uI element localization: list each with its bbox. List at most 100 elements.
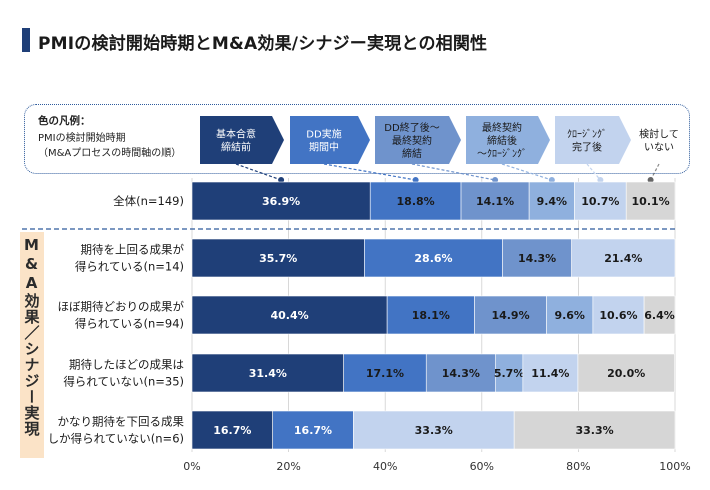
bar-segment (522, 353, 579, 393)
legend-step-4-text: 最終契約 (482, 121, 522, 134)
bar-segment (460, 181, 530, 221)
category-label: 得られていない(n=35) (63, 375, 184, 389)
bar-segment (513, 410, 676, 450)
bar-segment (571, 238, 676, 278)
data-label: 36.9% (262, 195, 300, 208)
category-label: しか得られていない(n=6) (48, 432, 184, 446)
legend-step-3-text: 締結 (402, 147, 422, 160)
legend-pointer-dot-1 (278, 177, 285, 183)
legend-box (24, 104, 690, 174)
category-label: ほぼ期待どおりの成果が (58, 300, 185, 314)
x-tick-label: 20% (276, 460, 300, 473)
bar-segment (191, 238, 365, 278)
category-label: 期待を上回る成果が (81, 243, 185, 257)
data-label: 14.3% (442, 367, 480, 380)
data-label: 17.1% (366, 367, 404, 380)
x-tick-label: 40% (373, 460, 397, 473)
x-tick-label: 100% (659, 460, 690, 473)
group-label: M&A効果／シナジー実現 (20, 232, 44, 458)
data-label: 33.3% (575, 424, 613, 437)
data-label: 10.1% (632, 195, 670, 208)
legend-pointer-5 (586, 163, 601, 181)
legend-pointer-dot-2 (412, 177, 419, 183)
category-label: 得られている(n=14) (75, 260, 184, 274)
data-label: 9.6% (554, 309, 585, 322)
x-tick-label: 80% (566, 460, 590, 473)
legend-step-3-text: 最終契約 (392, 134, 432, 147)
data-label: 28.6% (414, 252, 452, 265)
bar-segment (272, 410, 354, 450)
legend-step-2-text: 期間中 (309, 141, 339, 154)
legend-step-3 (375, 116, 461, 164)
data-label: 14.1% (476, 195, 514, 208)
legend-step-1 (200, 116, 284, 164)
category-label: 全体(n=149) (113, 194, 184, 208)
bar-segment (495, 353, 524, 393)
legend-step-5-text: ｸﾛｰｼﾞﾝｸﾞ (567, 129, 607, 141)
data-label: 14.9% (491, 309, 529, 322)
legend-step-5-text: 完了後 (572, 141, 602, 154)
title-accent-bar (22, 28, 30, 52)
category-label: 得られている(n=94) (75, 317, 184, 331)
data-label: 31.4% (249, 367, 287, 380)
bar-segment (386, 295, 475, 335)
bar-segment (577, 353, 675, 393)
legend-step-4 (466, 116, 550, 164)
legend-step-3-text: DD終了後～ (384, 121, 439, 134)
x-tick-label: 60% (470, 460, 494, 473)
data-label: 20.0% (607, 367, 645, 380)
legend-pointer-2 (323, 163, 416, 181)
data-label: 16.7% (294, 424, 332, 437)
data-label: 18.8% (397, 195, 435, 208)
legend-step-2 (290, 116, 370, 164)
legend-pointer-1 (235, 163, 282, 181)
bar-segment (592, 295, 645, 335)
data-label: 6.4% (644, 309, 675, 322)
legend-step-2-text: DD実施 (306, 128, 341, 141)
legend-pointer-dot-4 (548, 177, 555, 183)
legend-step-4-text: ～ｸﾛｰｼﾞﾝｸﾞ (477, 148, 527, 160)
data-label: 21.4% (604, 252, 642, 265)
bar-segment (191, 353, 344, 393)
data-label: 14.3% (518, 252, 556, 265)
legend-step-5 (555, 116, 631, 164)
legend-pointer-4 (501, 163, 553, 181)
group-label-text: M&A効果／シナジー実現 (22, 236, 41, 437)
data-label: 18.1% (412, 309, 450, 322)
legend-step-4-text: 締結後 (487, 134, 517, 147)
bar-segment (191, 295, 388, 335)
bar-segment (502, 238, 572, 278)
category-label: かなり期待を下回る成果 (58, 415, 185, 429)
legend-pointer-dot-5 (597, 177, 604, 183)
legend-title: 色の凡例： (38, 115, 91, 127)
bar-segment (369, 181, 462, 221)
data-label: 9.4% (537, 195, 568, 208)
data-label: 33.3% (415, 424, 453, 437)
legend-step-6-text: いない (644, 142, 674, 154)
legend-pointer-dot-3 (492, 177, 499, 183)
bar-segment (574, 181, 627, 221)
bar-segment (474, 295, 547, 335)
data-label: 35.7% (259, 252, 297, 265)
data-label: 40.4% (270, 309, 308, 322)
bar-segment (364, 238, 503, 278)
bar-segment (191, 181, 371, 221)
bar-segment (425, 353, 496, 393)
data-label: 16.7% (213, 424, 251, 437)
chart-title: PMIの検討開始時期とM&A効果/シナジー実現との相関性 (38, 34, 488, 54)
legend-step-1-text: 基本合意 (216, 128, 256, 141)
category-label: 期待したほどの成果は (69, 358, 184, 372)
bar-segment (643, 295, 676, 335)
bar-segment (353, 410, 515, 450)
data-label: 5.7% (494, 367, 525, 380)
data-label: 11.4% (531, 367, 569, 380)
bar-segment (191, 410, 273, 450)
legend-step-1-text: 締結前 (221, 141, 251, 154)
legend-pointer-6 (650, 163, 660, 181)
bar-segment (343, 353, 427, 393)
bar-segment (528, 181, 575, 221)
legend-pointer-3 (411, 163, 496, 181)
x-tick-label: 0% (183, 460, 200, 473)
data-label: 10.6% (599, 309, 637, 322)
